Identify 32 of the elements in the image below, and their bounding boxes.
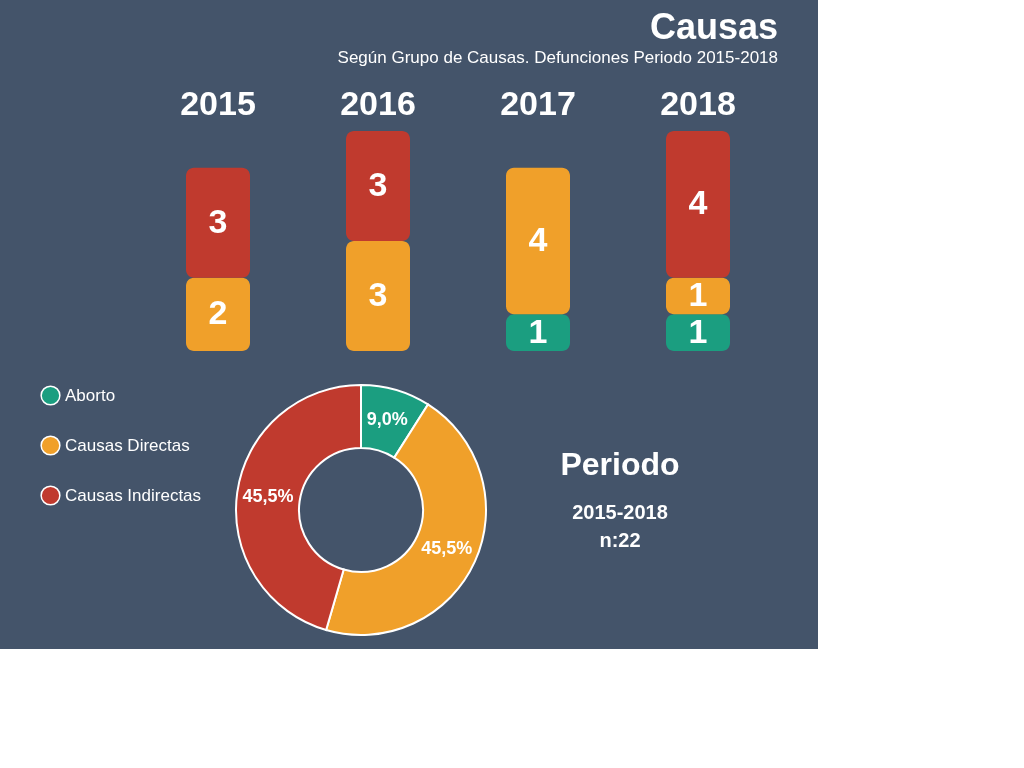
- legend-label: Causas Indirectas: [65, 485, 202, 505]
- data-label: 3: [208, 201, 228, 240]
- bar: [346, 241, 410, 351]
- legend-label: Causas Directas: [65, 435, 190, 455]
- chart-subtitle: Según Grupo de Causas. Defunciones Periodo 2015-2018: [337, 48, 778, 67]
- bar: [506, 314, 570, 351]
- text: n:22: [599, 529, 641, 551]
- bar: [666, 314, 730, 351]
- data-label: 45,5%: [421, 537, 473, 558]
- bar: [346, 131, 410, 241]
- data-label: 1: [688, 275, 708, 313]
- data-label: 3: [368, 165, 388, 203]
- data-label: 45,5%: [242, 485, 294, 506]
- bar: [666, 131, 730, 278]
- bar: [186, 277, 250, 351]
- x-tick-label: 2015: [180, 83, 256, 122]
- text: 2015-2018: [572, 501, 668, 523]
- bar: [506, 167, 570, 315]
- data-label: 4: [688, 183, 708, 222]
- data-label: 1: [528, 311, 548, 350]
- chart-title: Causas: [649, 6, 778, 47]
- data-label: 3: [368, 275, 388, 313]
- text: Periodo: [560, 446, 680, 482]
- x-tick-label: 2016: [340, 83, 416, 122]
- x-tick-label: 2018: [660, 83, 736, 122]
- data-label: 2: [208, 293, 228, 332]
- legend-label: Aborto: [65, 385, 116, 405]
- data-label: 1: [688, 311, 708, 350]
- x-tick-label: 2017: [500, 83, 576, 122]
- data-label: 9,0%: [366, 408, 408, 429]
- data-label: 4: [528, 220, 548, 258]
- bar: [186, 167, 250, 278]
